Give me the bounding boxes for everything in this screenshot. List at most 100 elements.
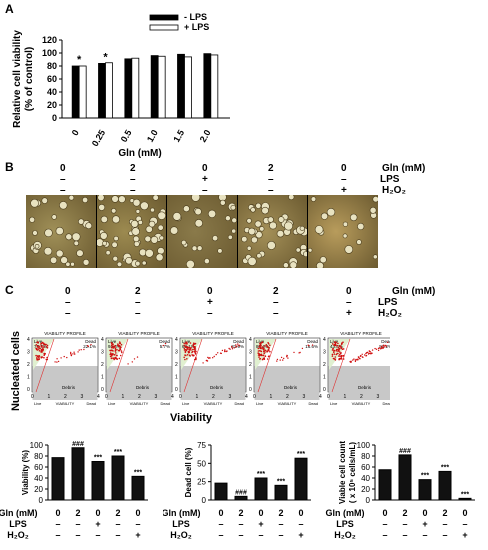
dot — [110, 341, 113, 344]
y-tick-label: 0 — [52, 113, 57, 123]
condition-value: – — [135, 519, 140, 529]
flow-live-axis: Live — [256, 401, 264, 406]
dot — [184, 351, 187, 354]
condition-value: – — [273, 308, 279, 319]
condition-value: 2 — [238, 508, 243, 518]
dead-pct: 22.1% — [83, 344, 96, 349]
y-tick-label: 80 — [47, 61, 57, 71]
dot — [36, 345, 39, 347]
dot — [336, 348, 339, 351]
dot — [80, 349, 82, 351]
viability-profiles: VIABILITY PROFILELive77.7%Dead22.1%Debri… — [27, 331, 390, 406]
dot — [332, 357, 335, 360]
y-tick-label: 40 — [361, 474, 370, 483]
micrograph — [96, 195, 168, 268]
bar — [131, 475, 145, 501]
dot — [44, 343, 47, 346]
flow-y-label: Nucleated cells — [10, 330, 23, 412]
flow-x-tick: 2 — [286, 394, 289, 400]
dot — [38, 358, 40, 360]
dot — [238, 344, 240, 347]
dot — [358, 357, 360, 359]
dot — [38, 350, 41, 352]
dot — [377, 347, 380, 350]
condition-label: LPS — [9, 519, 27, 529]
dot — [118, 349, 121, 352]
bar — [203, 53, 212, 119]
bar — [274, 484, 288, 501]
dot — [189, 342, 192, 344]
flow-y-tick: 3 — [101, 350, 104, 356]
dot — [259, 342, 261, 345]
dot — [41, 342, 43, 344]
flow-y-tick: 2 — [27, 362, 30, 368]
dot — [186, 346, 189, 349]
y-axis-label: Viable cell count( x 10⁵ cells/mL) — [338, 441, 357, 504]
dot — [261, 347, 263, 350]
condition-value: – — [95, 530, 100, 540]
flow-y-tick: 4 — [101, 337, 104, 343]
dot — [279, 359, 281, 361]
flow-y-tick: 1 — [249, 375, 252, 381]
condition-value: – — [382, 519, 387, 529]
dot — [333, 351, 335, 353]
flow-x-tick: 4 — [245, 394, 248, 400]
condition-value: – — [115, 519, 120, 529]
condition-value: + — [422, 519, 427, 529]
y-tick-label: 25 — [197, 478, 206, 487]
y-tick-label: 20 — [34, 485, 43, 494]
bar — [378, 469, 392, 501]
dot — [342, 355, 345, 357]
dot — [111, 357, 113, 359]
dot — [136, 356, 139, 358]
legend-label: + LPS — [184, 22, 209, 32]
dot — [114, 345, 117, 347]
dot — [350, 361, 352, 363]
condition-value: 0 — [382, 508, 387, 518]
flow-x-tick: 0 — [253, 394, 256, 400]
dot — [361, 353, 363, 355]
bar — [157, 55, 166, 119]
dot — [269, 350, 271, 353]
bar — [177, 53, 185, 119]
dot — [162, 344, 164, 347]
condition-value: – — [298, 519, 303, 529]
panel-label-a: A — [5, 2, 14, 16]
condition-value: – — [207, 308, 213, 319]
flow-y-tick: 0 — [323, 387, 326, 393]
condition-value: – — [238, 519, 243, 529]
dot — [186, 348, 188, 351]
dot — [39, 347, 41, 350]
significance-mark: *** — [94, 455, 102, 462]
dot — [337, 347, 340, 349]
dot — [226, 350, 228, 352]
gate-line — [35, 338, 55, 393]
gate-line — [331, 338, 351, 393]
dot — [331, 343, 334, 345]
dot — [113, 358, 115, 361]
x-tick-label: 2.0 — [198, 128, 213, 144]
dot — [185, 343, 187, 345]
dot — [259, 357, 262, 360]
dot — [263, 350, 265, 352]
condition-value: 0 — [65, 286, 71, 297]
flow-dead-axis: Dead — [382, 401, 390, 406]
flow-x-tick: 1 — [196, 394, 199, 400]
dot — [78, 349, 80, 351]
dot — [77, 351, 79, 353]
dot — [109, 352, 112, 354]
dot — [184, 358, 186, 361]
dot — [217, 352, 219, 354]
dot — [116, 358, 118, 360]
dot — [221, 349, 224, 352]
flow-dead-axis: Dead — [160, 401, 170, 406]
bar — [91, 461, 105, 501]
dot — [384, 344, 387, 347]
dot — [258, 354, 261, 357]
condition-value: – — [341, 174, 347, 185]
condition-label: LPS — [378, 297, 398, 308]
dot — [70, 351, 72, 354]
dot — [332, 348, 335, 350]
dot — [131, 361, 133, 363]
condition-value: 0 — [202, 163, 208, 174]
